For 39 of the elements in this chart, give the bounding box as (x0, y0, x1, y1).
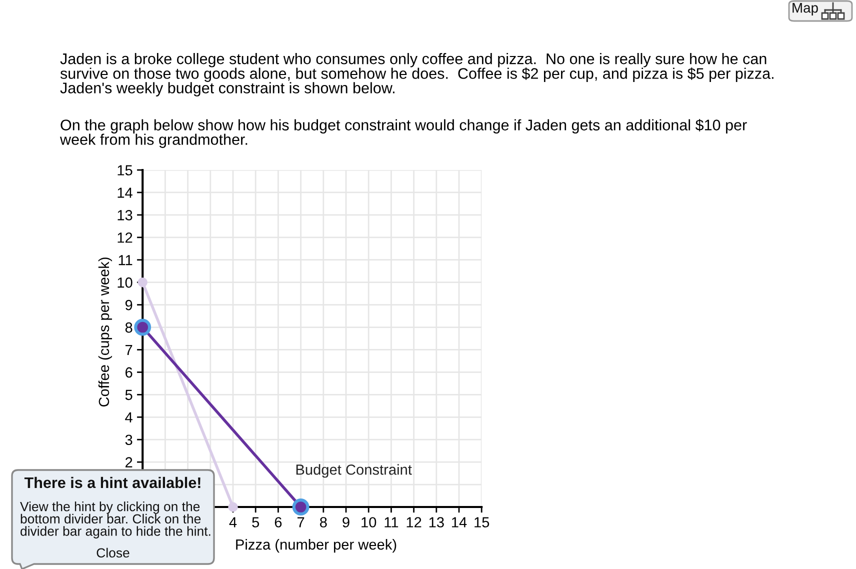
x-tick-label: 14 (452, 517, 467, 528)
x-tick-label: 8 (320, 517, 327, 528)
x-tick-label: 6 (274, 517, 282, 528)
chart-subtitle: On the graph below show how his budget constraint would change if Jaden gets an additional $10 per week from his grandmother. (60, 119, 747, 148)
y-tick-label: 2 (126, 457, 132, 468)
y-tick-label: 7 (126, 344, 132, 356)
x-tick-label: 13 (429, 517, 444, 528)
annotation: View the hint by clicking on the bottom divider bar. Click on the divider bar again to hide the hint. (20, 502, 210, 538)
x-tick-label: 7 (297, 517, 304, 528)
y-tick-label: 12 (118, 232, 132, 243)
x-tick-label: 12 (406, 517, 422, 528)
y-tick-label: 9 (125, 300, 132, 310)
text: Close (96, 548, 130, 558)
x-tick-label: 10 (362, 517, 376, 528)
point (134, 318, 152, 336)
y-tick-label: 11 (118, 255, 132, 266)
y-tick-label: 14 (118, 188, 132, 198)
series-label: Budget Constraint (296, 464, 412, 478)
y-tick-label: 3 (125, 434, 132, 446)
text: Map (792, 3, 818, 16)
x-tick-label: 4 (229, 517, 237, 528)
point (138, 277, 148, 288)
annotation: There is a hint available! (24, 476, 200, 488)
point (292, 498, 310, 516)
chart-title: Jaden is a broke college student who consumes only coffee and pizza. No one is really sure how he can survive on those two goods alone, but somehow he does. Coffee is $2 per cup, and pizza is $5 per pizza. Jaden's weekly budget constraint is shown below. (60, 53, 774, 96)
y-tick-label: 13 (118, 210, 132, 220)
y-tick-label: 4 (125, 412, 132, 422)
y-tick-label: 10 (118, 277, 132, 288)
y-tick-label: 5 (125, 390, 132, 400)
y-tick-label: 6 (126, 367, 132, 378)
x-tick-label: 5 (252, 517, 260, 528)
x-tick-label: 11 (384, 517, 398, 528)
x-axis-title: Pizza (number per week) (236, 539, 396, 553)
y-tick-label: 8 (125, 322, 132, 333)
point (228, 502, 238, 512)
x-tick-label: 15 (474, 517, 490, 528)
x-tick-label: 9 (342, 517, 350, 528)
y-tick-label: 15 (118, 165, 132, 176)
y-axis-title: Coffee (cups per week) (98, 258, 112, 407)
